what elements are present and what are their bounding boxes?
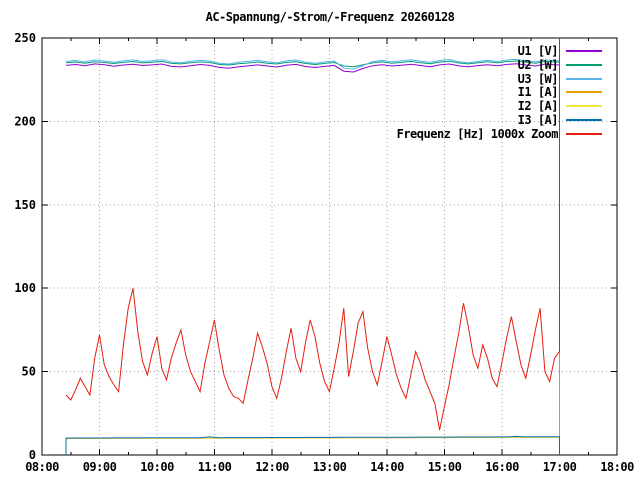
series-line <box>65 436 560 455</box>
x-tick-label: 17:00 <box>543 460 577 474</box>
x-tick-label: 10:00 <box>140 460 174 474</box>
y-tick-label: 100 <box>14 281 36 295</box>
y-tick-label: 150 <box>14 198 36 212</box>
series-line <box>65 38 560 431</box>
y-tick-label: 200 <box>14 114 36 128</box>
series-line <box>65 63 560 455</box>
x-tick-label: 11:00 <box>198 460 232 474</box>
x-tick-label: 13:00 <box>313 460 347 474</box>
x-tick-label: 15:00 <box>428 460 462 474</box>
x-tick-label: 12:00 <box>255 460 289 474</box>
y-tick-label: 50 <box>22 365 36 379</box>
x-tick-label: 16:00 <box>485 460 519 474</box>
series-line <box>65 435 560 455</box>
x-tick-label: 18:00 <box>600 460 634 474</box>
chart-title: AC-Spannung/-Strom/-Frequenz 20260128 <box>205 10 455 24</box>
y-tick-label: 250 <box>14 31 36 45</box>
series-line <box>65 436 560 455</box>
x-tick-label: 09:00 <box>83 460 117 474</box>
x-tick-label: 14:00 <box>370 460 404 474</box>
y-tick-label: 0 <box>29 448 36 462</box>
series-line <box>65 58 560 455</box>
x-tick-label: 08:00 <box>25 460 59 474</box>
series-line <box>65 60 560 455</box>
